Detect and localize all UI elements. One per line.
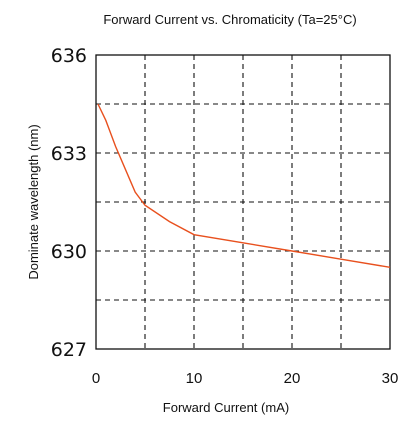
grid-lines: [96, 55, 390, 349]
x-tick-label: 30: [382, 370, 399, 387]
y-axis-label: Dominate wavelength (nm): [26, 124, 41, 279]
plot-frame: [95, 54, 391, 350]
x-tick-label: 0: [92, 370, 100, 387]
y-tick-label: 627: [51, 339, 87, 361]
x-tick-labels: 0 10 20 30: [92, 370, 399, 387]
y-tick-label: 633: [51, 143, 87, 165]
series-line: [97, 103, 391, 269]
chart-title: Forward Current vs. Chromaticity (Ta=25°…: [103, 12, 356, 27]
x-tick-label: 20: [284, 370, 301, 387]
x-tick-label: 10: [186, 370, 203, 387]
x-axis-label: Forward Current (mA): [163, 400, 289, 415]
y-tick-label: 636: [51, 45, 87, 67]
series-group: [97, 103, 391, 269]
y-tick-label: 630: [51, 241, 87, 263]
y-tick-labels: 627 630 633 636: [51, 45, 87, 361]
